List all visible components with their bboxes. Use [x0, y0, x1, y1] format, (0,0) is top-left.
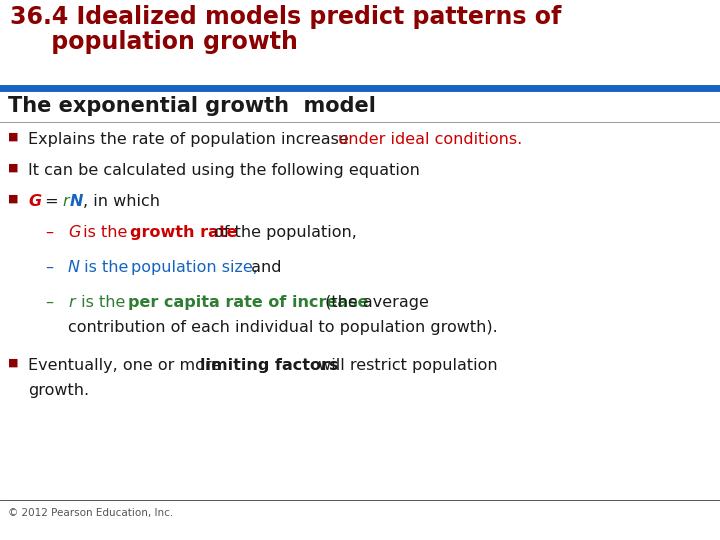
Text: will restrict population: will restrict population [313, 358, 498, 373]
Text: is the: is the [78, 225, 132, 240]
Text: contribution of each individual to population growth).: contribution of each individual to popul… [68, 320, 498, 335]
Text: limiting factors: limiting factors [200, 358, 338, 373]
Text: G: G [28, 194, 41, 209]
Text: ■: ■ [8, 194, 19, 204]
Text: ■: ■ [8, 358, 19, 368]
Text: –: – [45, 295, 53, 310]
Text: The exponential growth  model: The exponential growth model [8, 96, 376, 116]
Text: ■: ■ [8, 163, 19, 173]
Text: growth.: growth. [28, 383, 89, 398]
Text: is the: is the [76, 295, 130, 310]
Text: of the population,: of the population, [209, 225, 357, 240]
Text: population size,: population size, [131, 260, 258, 275]
Text: 36.4 Idealized models predict patterns of: 36.4 Idealized models predict patterns o… [10, 5, 562, 29]
Text: growth rate: growth rate [130, 225, 238, 240]
Text: It can be calculated using the following equation: It can be calculated using the following… [28, 163, 420, 178]
Text: r: r [62, 194, 68, 209]
Text: Eventually, one or more: Eventually, one or more [28, 358, 226, 373]
Text: under ideal conditions.: under ideal conditions. [338, 132, 522, 147]
Text: G: G [68, 225, 81, 240]
Text: –: – [45, 225, 53, 240]
Text: is the: is the [79, 260, 133, 275]
Text: , in which: , in which [83, 194, 160, 209]
Text: (the average: (the average [320, 295, 429, 310]
Text: per capita rate of increase: per capita rate of increase [128, 295, 369, 310]
Text: population growth: population growth [10, 30, 298, 54]
Text: –: – [45, 260, 53, 275]
Text: N: N [70, 194, 84, 209]
Text: © 2012 Pearson Education, Inc.: © 2012 Pearson Education, Inc. [8, 508, 174, 518]
Text: ■: ■ [8, 132, 19, 142]
Text: Explains the rate of population increase: Explains the rate of population increase [28, 132, 354, 147]
Text: and: and [246, 260, 282, 275]
Text: N: N [68, 260, 80, 275]
Text: r: r [68, 295, 75, 310]
Text: =: = [40, 194, 64, 209]
